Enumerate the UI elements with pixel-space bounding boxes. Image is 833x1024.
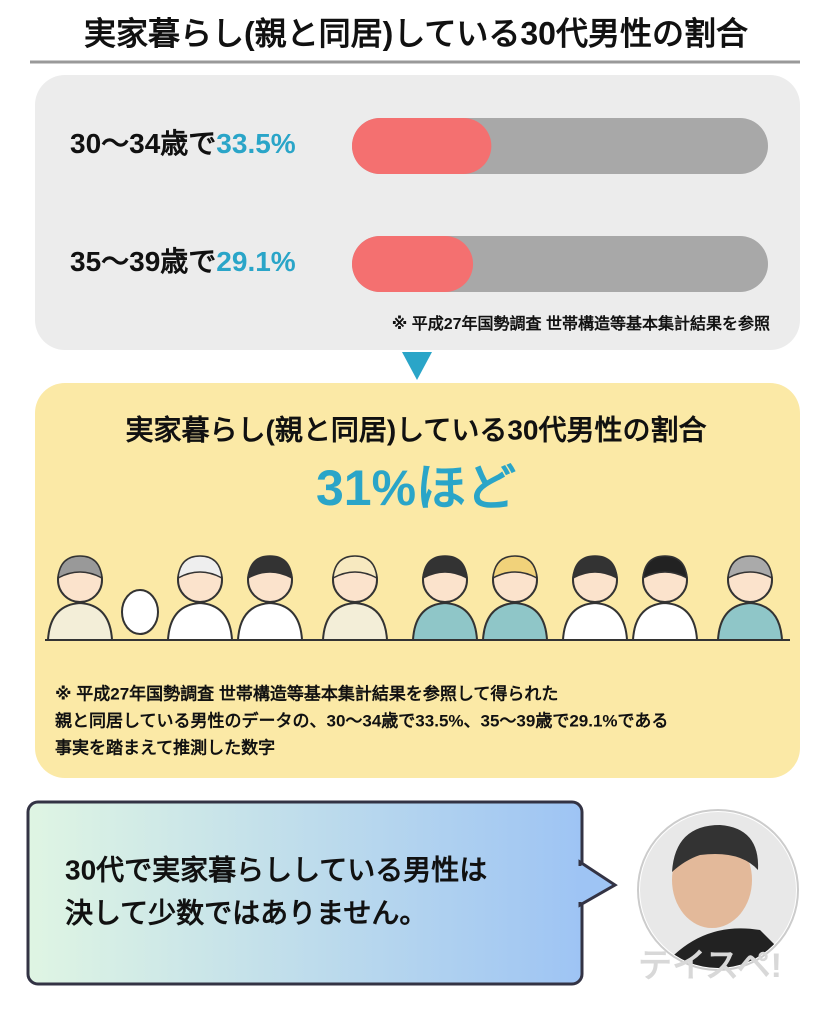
result-notes: ※ 平成27年国勢調査 世帯構造等基本集計結果を参照して得られた親と同居している… <box>55 683 668 757</box>
speech-line: 決して少数ではありません。 <box>65 897 427 928</box>
person-hair <box>492 555 538 580</box>
person-body <box>166 601 234 641</box>
note-line: 親と同居している男性のデータの、30〜34歳で33.5%、35〜39歳で29.1… <box>55 710 668 730</box>
result-value: 31%ほど <box>316 460 516 516</box>
row-age: 35〜39歳で <box>70 246 216 277</box>
arrow <box>402 352 432 380</box>
stats-note: ※ 平成27年国勢調査 世帯構造等基本集計結果を参照 <box>392 314 770 333</box>
person-hair <box>727 555 773 580</box>
stats-rows: 30〜34歳で33.5% 35〜39歳で29.1% <box>70 118 768 292</box>
stats-panel <box>35 75 800 350</box>
person-hair <box>247 555 293 580</box>
person-body <box>46 601 114 641</box>
person-body <box>561 601 629 641</box>
person-body <box>631 601 699 641</box>
person-body <box>321 601 389 641</box>
row-label: 35〜39歳で29.1% <box>70 246 296 277</box>
row-label: 30〜34歳で33.5% <box>70 128 296 159</box>
people-illustration <box>46 555 784 641</box>
watermark: テイスペ! <box>638 947 782 985</box>
person-hair <box>177 555 223 580</box>
speech-pointer <box>578 859 618 908</box>
row-age: 30〜34歳で <box>70 128 216 159</box>
person-body <box>236 601 304 641</box>
pointer-joint <box>576 866 582 902</box>
person-body <box>481 601 549 641</box>
note-line: 事実を踏まえて推測した数字 <box>55 737 275 757</box>
result-panel <box>35 383 800 778</box>
note-line: ※ 平成27年国勢調査 世帯構造等基本集計結果を参照して得られた <box>55 683 558 703</box>
person-hair <box>642 555 688 580</box>
result-heading: 実家暮らし(親と同居)している30代男性の割合 <box>126 413 708 445</box>
dog <box>121 589 159 635</box>
speech-bubble <box>26 800 584 986</box>
person-body <box>716 601 784 641</box>
title: 実家暮らし(親と同居)している30代男性の割合 <box>84 15 748 51</box>
person-hair <box>57 555 103 580</box>
person-hair <box>332 555 378 580</box>
bar <box>352 236 474 292</box>
row-value-label: 29.1% <box>216 246 295 277</box>
speech-line: 30代で実家暮らししている男性は <box>65 853 487 885</box>
person-hair <box>572 555 618 580</box>
person-body <box>411 601 479 641</box>
person-hair <box>422 555 468 580</box>
bar <box>352 118 492 174</box>
row-value-label: 33.5% <box>216 128 295 159</box>
